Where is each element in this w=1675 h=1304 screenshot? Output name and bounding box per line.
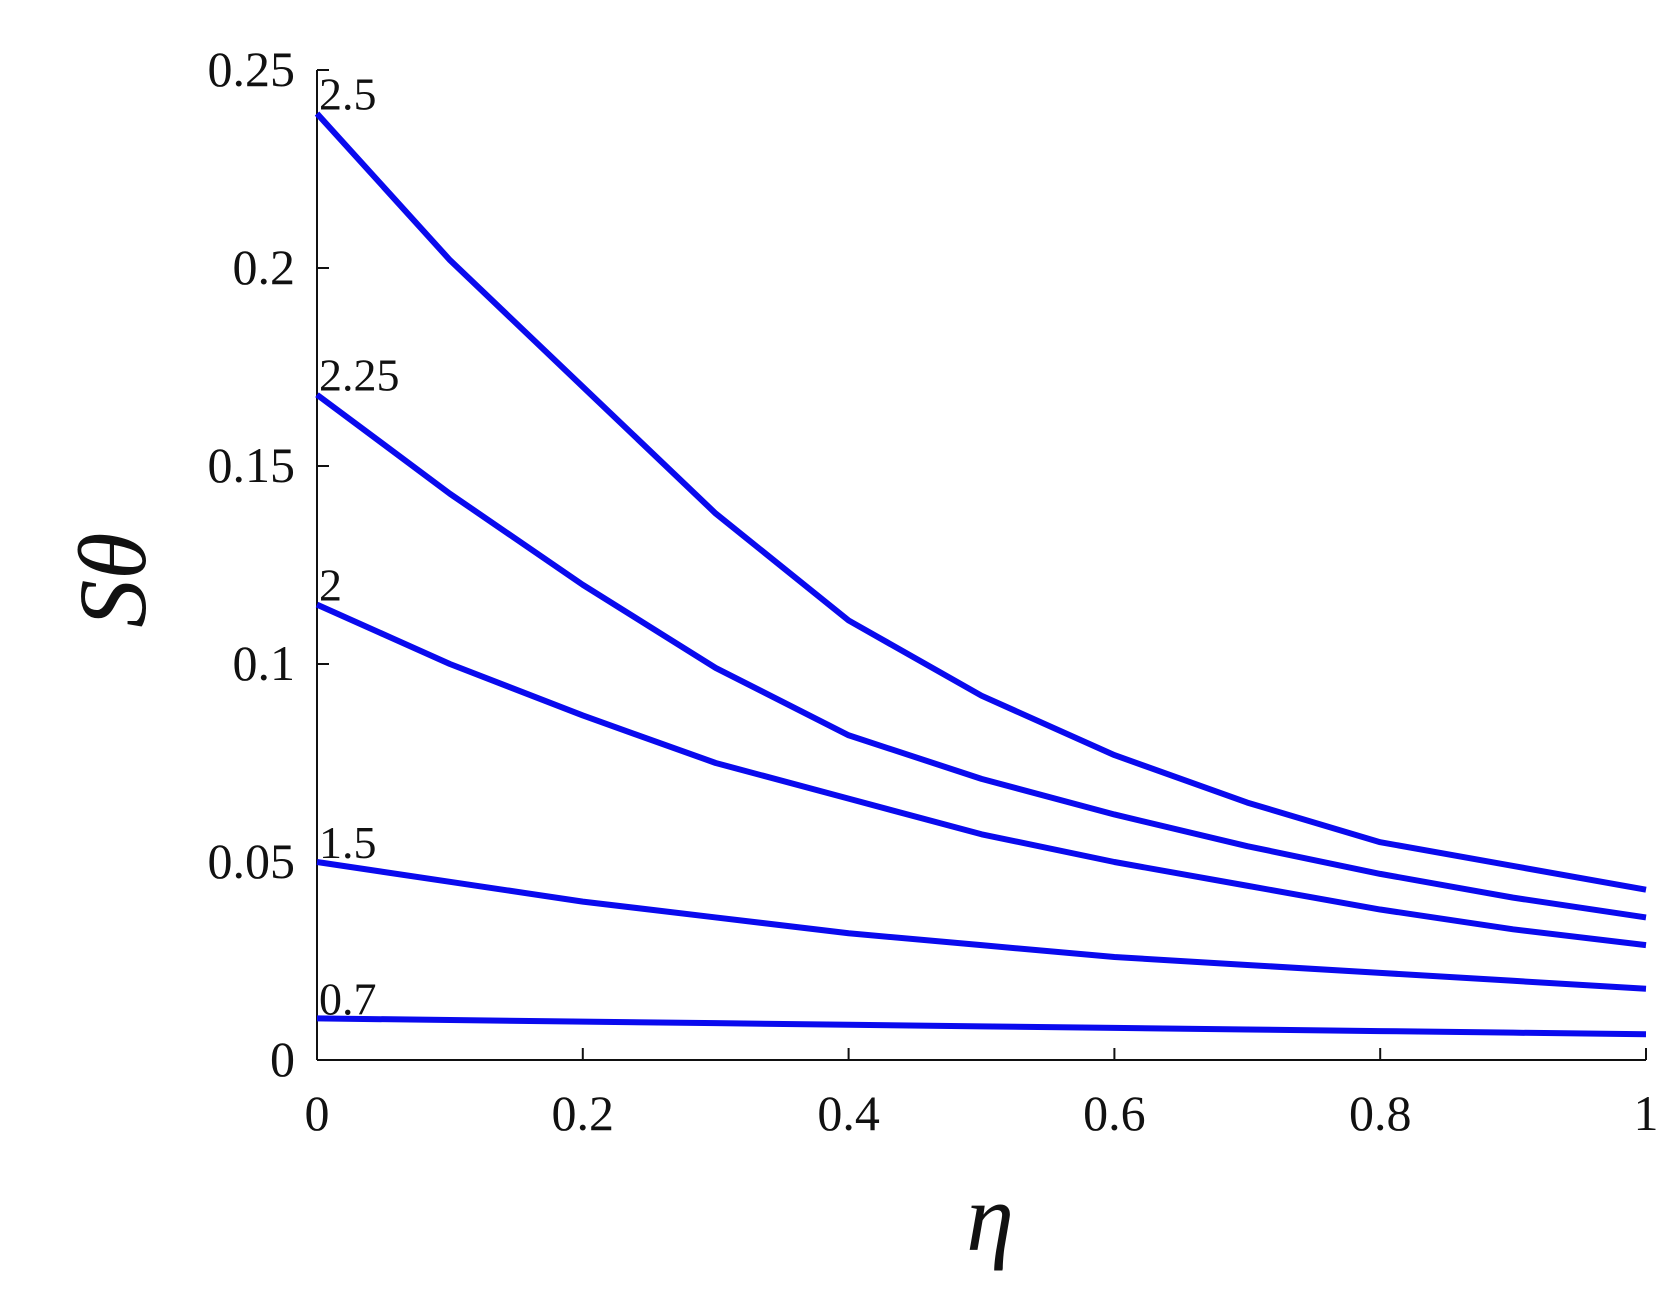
- x-axis-label: η: [966, 1164, 1014, 1271]
- series-label: 2.25: [319, 350, 400, 401]
- x-tick-label: 0.6: [1083, 1085, 1146, 1141]
- series-line: [316, 1015, 1647, 1038]
- y-tick-label: 0.25: [208, 41, 296, 97]
- y-tick-label: 0.15: [208, 437, 296, 493]
- x-tick-label: 1: [1634, 1085, 1659, 1141]
- series-line: [315, 601, 1647, 949]
- series-label: 0.7: [319, 973, 377, 1024]
- series-line: [316, 859, 1647, 992]
- y-tick-label: 0: [270, 1031, 295, 1087]
- series-label: 2: [319, 560, 342, 611]
- series-line: [315, 392, 1647, 921]
- y-tick-label: 0.1: [233, 635, 296, 691]
- x-tick-label: 0.8: [1349, 1085, 1412, 1141]
- series-line: [314, 111, 1647, 893]
- series-label: 1.5: [319, 817, 377, 868]
- y-axis-label: Sθ: [59, 532, 166, 627]
- x-tick-label: 0.2: [552, 1085, 615, 1141]
- series-label: 2.5: [319, 69, 377, 120]
- y-tick-label: 0.05: [208, 833, 296, 889]
- x-tick-label: 0: [305, 1085, 330, 1141]
- y-tick-label: 0.2: [233, 239, 296, 295]
- x-tick-label: 0.4: [817, 1085, 880, 1141]
